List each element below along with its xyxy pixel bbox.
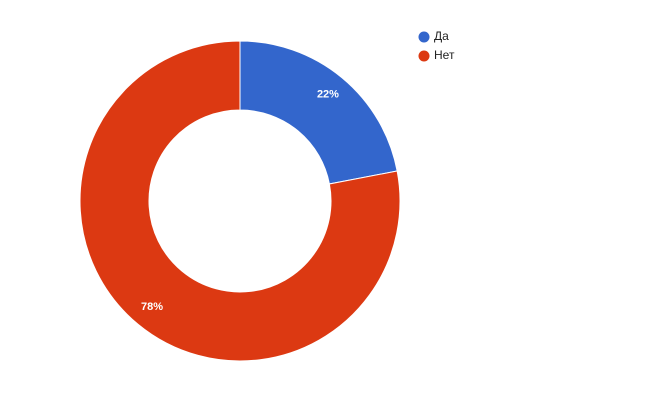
legend-label: Да bbox=[434, 29, 449, 43]
slice bbox=[79, 40, 401, 362]
slice-label: 78% bbox=[141, 301, 163, 313]
slice-label: 22% bbox=[317, 89, 339, 101]
legend-swatch bbox=[418, 31, 430, 43]
slice bbox=[239, 40, 398, 185]
legend-label: Нет bbox=[434, 48, 455, 62]
legend-swatch bbox=[418, 50, 430, 62]
